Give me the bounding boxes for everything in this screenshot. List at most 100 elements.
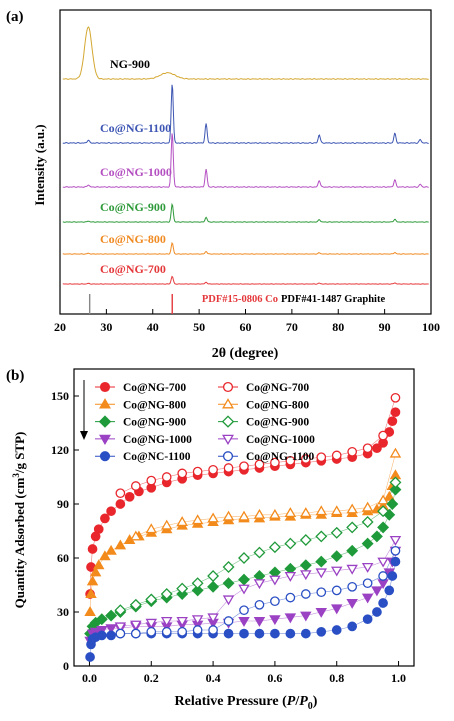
a-x-tick-label: 20 — [54, 320, 66, 334]
xrd-series-label: NG-900 — [110, 57, 150, 71]
a-x-tick-label: 70 — [286, 320, 298, 334]
isotherm-point — [191, 577, 204, 590]
isotherm-point — [207, 570, 220, 582]
isotherm-point — [270, 628, 280, 639]
isotherm-point — [177, 626, 188, 637]
isotherm-point — [387, 416, 398, 427]
isotherm-point — [299, 559, 312, 572]
isotherm-point — [192, 466, 203, 477]
isotherm-point — [361, 562, 374, 573]
isotherm-point — [254, 459, 265, 470]
isotherm-point — [377, 557, 389, 568]
panel-a-traces — [62, 26, 429, 285]
isotherm-point — [253, 546, 266, 559]
isotherm-point — [316, 587, 327, 598]
isotherm-point — [208, 625, 218, 635]
isotherm-point — [377, 505, 390, 518]
isotherm-point — [115, 628, 126, 639]
isotherm-point — [284, 613, 297, 624]
panel-b-points — [84, 392, 402, 662]
a-x-tick-label: 60 — [240, 320, 252, 334]
isotherm-point — [130, 481, 141, 491]
isotherm-point — [387, 571, 398, 581]
isotherm-point — [389, 483, 402, 496]
isotherm-point — [115, 488, 126, 499]
legend-marker — [99, 398, 111, 409]
isotherm-point — [191, 584, 204, 597]
isotherm-point — [300, 611, 312, 622]
isotherm-point — [130, 530, 142, 541]
isotherm-point — [346, 544, 359, 557]
isotherm-point — [390, 392, 401, 403]
isotherm-point — [330, 604, 343, 615]
legend-label: Co@NG-1100 — [246, 451, 314, 463]
isotherm-point — [176, 516, 188, 527]
xrd-trace — [62, 241, 429, 255]
isotherm-point — [95, 613, 108, 626]
legend-label: Co@NC-1100 — [123, 451, 191, 463]
isotherm-point — [384, 585, 395, 596]
xrd-trace — [62, 84, 429, 145]
isotherm-point — [285, 592, 296, 603]
isotherm-point — [146, 626, 157, 637]
isotherm-point — [362, 578, 373, 589]
xrd-series-label: Co@NG-700 — [100, 262, 166, 276]
isotherm-point — [238, 573, 250, 586]
isotherm-point — [177, 468, 188, 479]
isotherm-point — [99, 550, 111, 561]
isotherm-point — [372, 443, 382, 454]
b-x-tick-label: 0.6 — [267, 671, 282, 685]
isotherm-point — [389, 476, 402, 489]
isotherm-point — [390, 556, 401, 567]
isotherm-point — [362, 614, 373, 625]
legend-marker — [98, 415, 112, 428]
legend-label: Co@NG-700 — [123, 382, 186, 394]
panel-b-label: (b) — [6, 368, 24, 384]
isotherm-point — [346, 521, 359, 534]
isotherm-point — [238, 584, 250, 595]
isotherm-point — [362, 443, 373, 454]
isotherm-point — [106, 506, 116, 517]
isotherm-point — [315, 607, 328, 618]
isotherm-point — [84, 606, 96, 617]
legend-label: Co@NG-1000 — [246, 434, 315, 446]
isotherm-point — [93, 524, 104, 535]
xrd-trace — [62, 133, 429, 188]
isotherm-point — [330, 505, 343, 516]
isotherm-point — [223, 463, 234, 473]
isotherm-line — [135, 453, 396, 537]
isotherm-point — [130, 628, 141, 639]
isotherm-point — [239, 461, 249, 472]
isotherm-point — [176, 582, 189, 595]
isotherm-point — [222, 561, 235, 573]
isotherm-point — [269, 508, 281, 519]
isotherm-point — [105, 544, 117, 555]
isotherm-point — [253, 508, 266, 519]
panel-a-label: (a) — [6, 9, 24, 25]
isotherm-point — [315, 568, 328, 579]
legend-label: Co@NG-800 — [123, 399, 186, 411]
isotherm-point — [361, 501, 374, 512]
isotherm-point — [85, 588, 97, 599]
panel-b-legend: Co@NG-700 Co@NG-700 Co@NG-800 Co@NG-800 Co@N… — [95, 381, 315, 463]
isotherm-point — [390, 407, 401, 418]
legend-label: Co@NG-700 — [246, 382, 309, 394]
isotherm-point — [361, 516, 374, 528]
isotherm-point — [330, 566, 343, 577]
isotherm-point — [160, 519, 173, 530]
isotherm-point — [284, 507, 297, 518]
isotherm-point — [270, 457, 280, 468]
isotherm-point — [330, 526, 343, 539]
panel-b-y-label: Quantity Adsorbed (cm3/g STP) — [11, 432, 27, 609]
isotherm-point — [331, 585, 342, 596]
legend-label: Co@NG-1000 — [123, 434, 192, 446]
isotherm-point — [284, 571, 297, 582]
isotherm-point — [161, 626, 172, 637]
isotherm-point — [284, 537, 297, 550]
a-x-tick-label: 40 — [147, 320, 159, 334]
xrd-series-label: Co@NG-800 — [100, 232, 166, 246]
legend-marker — [222, 451, 234, 462]
pdf-graphite-label: PDF#41-1487 Graphite — [281, 294, 385, 305]
isotherm-point — [315, 555, 328, 568]
isotherm-point — [105, 609, 118, 622]
